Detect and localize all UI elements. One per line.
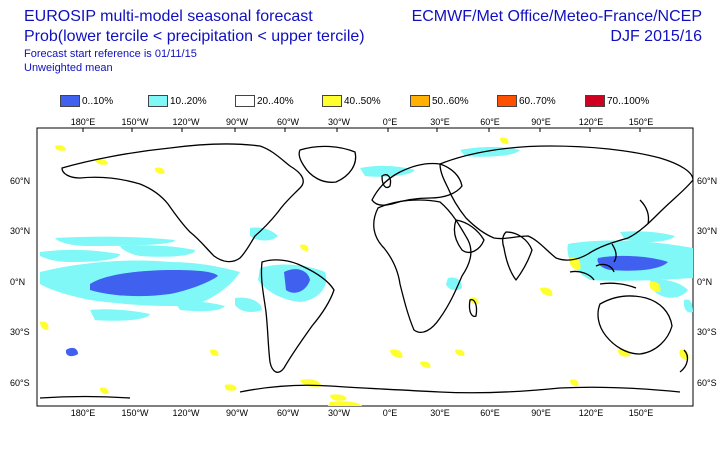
lat-label: 30°S — [10, 327, 30, 337]
legend-label: 20..40% — [257, 95, 294, 107]
legend-swatch — [235, 95, 255, 107]
probability-0-10-regions — [66, 255, 668, 357]
legend-label: 70..100% — [607, 95, 650, 107]
lon-label: 150°W — [121, 408, 149, 418]
lon-label: 180°E — [71, 408, 96, 418]
organizations-text: ECMWF/Met Office/Meteo-France/NCEP — [411, 8, 702, 25]
forecast-start-text: Forecast start reference is 01/11/15 — [24, 48, 197, 60]
lon-labels-bottom: 180°E 150°W 120°W 90°W 60°W 30°W 0°E 30°… — [71, 408, 654, 418]
lat-labels-right: 60°N 30°N 0°N 30°S 60°S — [697, 176, 717, 388]
legend-label: 50..60% — [432, 95, 469, 107]
legend-item: 70..100% — [585, 94, 649, 108]
lon-label: 0°E — [383, 117, 398, 127]
legend-item: 0..10% — [60, 94, 113, 108]
lat-label: 60°N — [697, 176, 717, 186]
legend-swatch — [410, 95, 430, 107]
legend-item: 40..50% — [322, 94, 381, 108]
weighting-text: Unweighted mean — [24, 62, 113, 74]
lon-label: 60°W — [277, 408, 300, 418]
season-text: DJF 2015/16 — [610, 28, 702, 45]
lon-label: 120°W — [172, 117, 200, 127]
lon-label: 90°W — [226, 117, 249, 127]
legend-item: 20..40% — [235, 94, 294, 108]
legend-swatch — [585, 95, 605, 107]
lon-label: 30°E — [430, 408, 450, 418]
lon-label: 120°E — [579, 117, 604, 127]
legend-label: 0..10% — [82, 95, 114, 107]
map-title-line1: EUROSIP multi-model seasonal forecast — [24, 8, 313, 25]
legend-swatch — [148, 95, 168, 107]
lat-label: 30°N — [10, 226, 30, 236]
lat-label: 0°N — [10, 277, 25, 287]
lat-labels-left: 60°N 30°N 0°N 30°S 60°S — [10, 176, 30, 388]
lon-label: 60°E — [480, 408, 500, 418]
lon-label: 60°E — [480, 117, 500, 127]
lon-label: 150°E — [629, 117, 654, 127]
lat-label: 60°S — [10, 378, 30, 388]
lon-label: 90°E — [531, 408, 551, 418]
legend-label: 60..70% — [519, 95, 556, 107]
map-title-line2: Prob(lower tercile < precipitation < upp… — [24, 28, 365, 45]
lon-label: 90°W — [226, 408, 249, 418]
lat-label: 30°N — [697, 226, 717, 236]
lon-label: 30°E — [430, 117, 450, 127]
legend-label: 10..20% — [170, 95, 207, 107]
legend-item: 60..70% — [497, 94, 556, 108]
lon-label: 150°W — [121, 117, 149, 127]
lon-label: 0°E — [383, 408, 398, 418]
lon-label: 180°E — [71, 117, 96, 127]
lon-label: 30°W — [328, 408, 351, 418]
lat-label: 60°S — [697, 378, 717, 388]
axis-ticks — [82, 128, 641, 132]
lon-label: 150°E — [629, 408, 654, 418]
lon-label: 90°E — [531, 117, 551, 127]
lon-label: 30°W — [328, 117, 351, 127]
lat-label: 30°S — [697, 327, 717, 337]
legend-swatch — [60, 95, 80, 107]
legend-item: 10..20% — [148, 94, 207, 108]
legend-swatch — [322, 95, 342, 107]
lat-label: 60°N — [10, 176, 30, 186]
lon-label: 60°W — [277, 117, 300, 127]
coastlines — [39, 143, 694, 399]
legend-label: 40..50% — [344, 95, 381, 107]
legend-item: 50..60% — [410, 94, 469, 108]
lon-label: 120°E — [579, 408, 604, 418]
lon-labels-top: 180°E 150°W 120°W 90°W 60°W 30°W 0°E 30°… — [71, 117, 654, 127]
lat-label: 0°N — [697, 277, 712, 287]
legend-swatch — [497, 95, 517, 107]
lon-label: 120°W — [172, 408, 200, 418]
